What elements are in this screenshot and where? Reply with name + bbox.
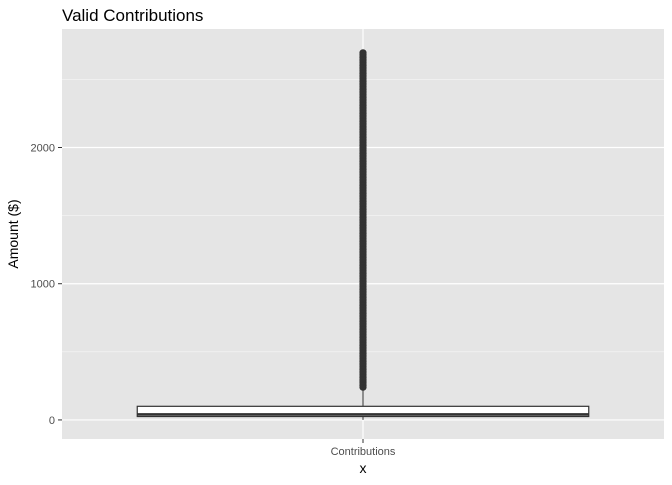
x-axis-label: x bbox=[360, 460, 367, 476]
y-axis-label: Amount ($) bbox=[5, 199, 21, 268]
x-axis: Contributions bbox=[331, 439, 396, 458]
y-tick-label: 0 bbox=[49, 415, 55, 427]
box-iqr bbox=[136, 405, 590, 418]
boxplot-layer bbox=[136, 49, 590, 420]
outlier-point bbox=[359, 49, 367, 57]
y-tick-label: 1000 bbox=[31, 279, 55, 291]
x-tick-label: Contributions bbox=[331, 446, 396, 458]
y-tick-label: 2000 bbox=[31, 143, 55, 155]
y-axis: 0 1000 2000 bbox=[31, 143, 62, 427]
chart-title: Valid Contributions bbox=[62, 6, 203, 25]
outlier-points bbox=[359, 49, 367, 391]
